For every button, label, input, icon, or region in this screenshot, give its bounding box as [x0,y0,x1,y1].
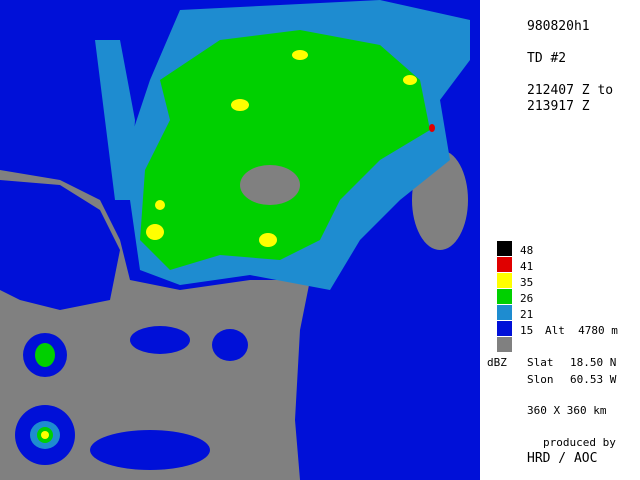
legend-swatch [497,289,512,304]
legend: 48 41 35 26 21 15 [497,241,533,337]
credit-line1: produced by [543,436,616,449]
slon-label: Slon [527,373,554,386]
legend-label: 21 [520,308,533,321]
scale: 360 X 360 km [527,404,607,417]
legend-label: 15 [520,324,533,337]
time-start: 212407 Z to [527,83,613,98]
legend-label: 26 [520,292,533,305]
altitude: Alt 4780 m [545,324,618,337]
legend-label: 48 [520,244,533,257]
legend-label: 41 [520,260,533,273]
image-id: 980820h1 [527,19,590,34]
legend-swatch [497,257,512,272]
slat-value: 18.50 N [570,356,616,369]
legend-swatch [497,305,512,320]
storm-name: TD #2 [527,51,566,66]
radar-map [0,0,480,480]
credit-line2: HRD / AOC [527,451,597,466]
legend-swatch [497,321,512,336]
legend-label: 35 [520,276,533,289]
slat-label: Slat [527,356,554,369]
legend-swatch [497,273,512,288]
legend-swatch [497,241,512,256]
slon-value: 60.53 W [570,373,617,386]
time-end: 213917 Z [527,99,590,114]
legend-unit: dBZ [487,356,507,369]
legend-swatch [497,337,512,352]
